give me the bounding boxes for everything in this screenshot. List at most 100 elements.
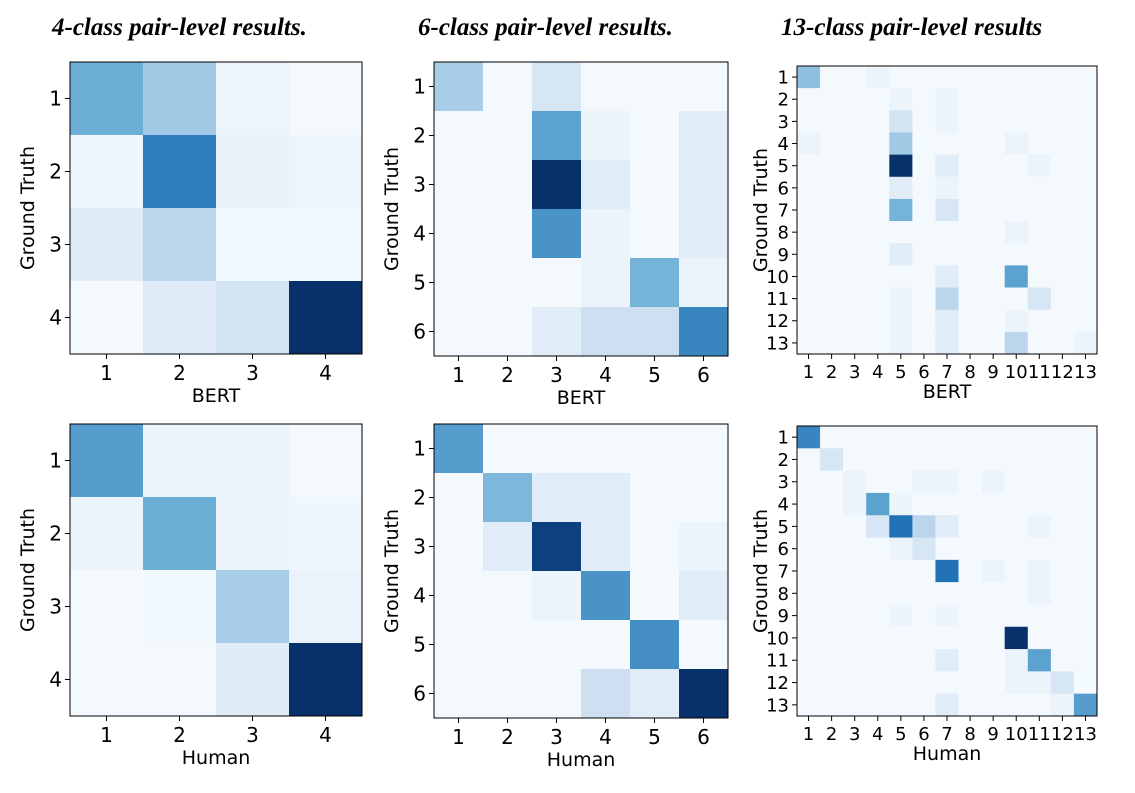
heatmap-cell-3-r2-c9 bbox=[981, 88, 1005, 111]
x-tick-label: 11 bbox=[1028, 362, 1051, 383]
x-tick-label: 8 bbox=[964, 362, 975, 383]
heatmap-cell-6-r4-c5 bbox=[889, 492, 913, 516]
heatmap-cell-3-r4-c9 bbox=[981, 132, 1005, 155]
heatmap-cell-3-r10-c3 bbox=[843, 265, 867, 288]
heatmap-cell-6-r1-c6 bbox=[912, 426, 936, 449]
heatmap-cell-6-r10-c12 bbox=[1050, 626, 1075, 650]
heatmap-cell-6-r4-c3 bbox=[843, 492, 867, 516]
heatmap-cell-6-r9-c1 bbox=[797, 604, 821, 628]
heatmap-cell-6-r7-c6 bbox=[912, 559, 936, 583]
heatmap-cell-3-r5-c7 bbox=[935, 154, 959, 178]
heatmap-cell-3-r9-c6 bbox=[912, 243, 936, 266]
heatmap-cell-3-r8-c7 bbox=[935, 221, 959, 244]
heatmap-cell-1-r2-c4 bbox=[289, 135, 363, 209]
x-tick-label: 13 bbox=[1074, 362, 1097, 383]
heatmap-cell-5-r2-c6 bbox=[679, 473, 729, 523]
heatmap-cell-3-r4-c11 bbox=[1027, 132, 1052, 155]
heatmap-cell-3-r6-c4 bbox=[866, 176, 890, 200]
heatmap-cell-2-r4-c2 bbox=[483, 209, 533, 259]
heatmap-cell-5-r1-c3 bbox=[532, 424, 582, 474]
heatmap-cell-6-r8-c5 bbox=[889, 582, 913, 605]
heatmap-cell-6-r10-c2 bbox=[820, 626, 844, 650]
heatmap-cell-6-r11-c1 bbox=[797, 649, 821, 672]
heatmap-cell-6-r11-c11 bbox=[1027, 649, 1052, 672]
heatmap-cell-6-r8-c12 bbox=[1050, 582, 1075, 605]
x-tick-label: 6 bbox=[918, 362, 929, 383]
x-tick-label: 2 bbox=[501, 363, 514, 387]
heatmap-cell-3-r1-c5 bbox=[889, 66, 913, 89]
heatmap-cell-3-r3-c3 bbox=[843, 110, 867, 133]
heatmap-cell-3-r10-c6 bbox=[912, 265, 936, 288]
heatmap-cell-6-r12-c7 bbox=[935, 671, 959, 694]
y-tick-label: 2 bbox=[778, 90, 789, 111]
heatmap-cell-6-r1-c10 bbox=[1004, 426, 1029, 449]
y-tick-label: 2 bbox=[49, 522, 62, 546]
x-tick-label: 3 bbox=[849, 724, 860, 745]
x-tick-label: 7 bbox=[941, 724, 952, 745]
heatmap-cell-6-r3-c10 bbox=[1004, 470, 1029, 494]
heatmap-cell-2-r3-c6 bbox=[679, 160, 729, 210]
heatmap-cell-3-r12-c10 bbox=[1004, 309, 1029, 333]
heatmap-cell-3-r7-c5 bbox=[889, 198, 913, 222]
heatmap-cell-3-r2-c5 bbox=[889, 88, 913, 111]
heatmap-cell-3-r6-c9 bbox=[981, 176, 1005, 200]
heatmap-cell-6-r13-c11 bbox=[1027, 693, 1052, 717]
heatmap-cell-3-r1-c12 bbox=[1050, 66, 1075, 89]
heatmap-cell-6-r13-c7 bbox=[935, 693, 959, 717]
heatmap-cell-3-r6-c3 bbox=[843, 176, 867, 200]
heatmap-cell-3-r11-c1 bbox=[797, 287, 821, 310]
heatmap-cell-6-r2-c10 bbox=[1004, 448, 1029, 471]
heatmap-cell-6-r1-c5 bbox=[889, 426, 913, 449]
heatmap-cell-3-r5-c6 bbox=[912, 154, 936, 178]
heatmap-cell-5-r6-c3 bbox=[532, 669, 582, 719]
heatmap-cell-3-r10-c12 bbox=[1050, 265, 1075, 288]
heatmap-cell-3-r12-c12 bbox=[1050, 309, 1075, 333]
heatmap-cell-5-r4-c1 bbox=[434, 571, 484, 621]
y-tick-label: 13 bbox=[766, 333, 789, 354]
heatmap-cell-6-r12-c5 bbox=[889, 671, 913, 694]
heatmap-cell-5-r4-c3 bbox=[532, 571, 582, 621]
heatmap-cell-3-r9-c13 bbox=[1073, 243, 1098, 266]
heatmap-cell-2-r1-c4 bbox=[581, 62, 631, 112]
heatmap-cell-2-r3-c2 bbox=[483, 160, 533, 210]
x-tick-label: 8 bbox=[964, 724, 975, 745]
heatmap-cell-5-r4-c4 bbox=[581, 571, 631, 621]
heatmap-cell-3-r12-c7 bbox=[935, 309, 959, 333]
heatmap-cell-6-r13-c10 bbox=[1004, 693, 1029, 717]
heatmap-cell-3-r7-c11 bbox=[1027, 198, 1052, 222]
heatmap-cell-6-r8-c3 bbox=[843, 582, 867, 605]
heatmap-cell-1-r1-c1 bbox=[70, 62, 144, 136]
heatmap-cell-4-r1-c3 bbox=[216, 424, 290, 498]
heatmap-cell-6-r8-c1 bbox=[797, 582, 821, 605]
heatmap-cell-2-r1-c1 bbox=[434, 62, 484, 112]
y-tick-label: 1 bbox=[413, 75, 426, 99]
heatmap-cell-6-r4-c11 bbox=[1027, 492, 1052, 516]
heatmap-cell-6-r5-c11 bbox=[1027, 515, 1052, 538]
heatmap-cell-3-r3-c12 bbox=[1050, 110, 1075, 133]
y-tick-label: 1 bbox=[778, 68, 789, 89]
heatmap-cell-3-r8-c8 bbox=[958, 221, 982, 244]
heatmap-cell-5-r5-c1 bbox=[434, 620, 484, 670]
heatmap-cell-6-r8-c2 bbox=[820, 582, 844, 605]
heatmap-cell-6-r10-c3 bbox=[843, 626, 867, 650]
x-tick-label: 11 bbox=[1028, 724, 1051, 745]
heatmap-cell-5-r2-c2 bbox=[483, 473, 533, 523]
x-tick-label: 7 bbox=[941, 362, 952, 383]
heatmap-cell-3-r6-c11 bbox=[1027, 176, 1052, 200]
heatmap-cell-3-r6-c13 bbox=[1073, 176, 1098, 200]
heatmap-cell-6-r6-c4 bbox=[866, 537, 890, 561]
x-axis-label: Human bbox=[547, 749, 616, 771]
heatmap-cell-3-r7-c9 bbox=[981, 198, 1005, 222]
heatmap-frame bbox=[69, 61, 363, 355]
title-4-class: 4-class pair-level results. bbox=[52, 14, 307, 41]
x-tick-label: 4 bbox=[599, 363, 612, 387]
heatmap-cell-3-r7-c4 bbox=[866, 198, 890, 222]
heatmap-cell-3-r9-c10 bbox=[1004, 243, 1029, 266]
heatmap-cell-2-r2-c5 bbox=[630, 111, 680, 161]
heatmap-cell-6-r6-c11 bbox=[1027, 537, 1052, 561]
heatmap-cell-3-r7-c1 bbox=[797, 198, 821, 222]
heatmap-cell-3-r3-c11 bbox=[1027, 110, 1052, 133]
heatmap-cell-6-r2-c1 bbox=[797, 448, 821, 471]
heatmap-cell-4-r4-c1 bbox=[70, 643, 144, 717]
y-tick-label: 12 bbox=[766, 673, 789, 694]
